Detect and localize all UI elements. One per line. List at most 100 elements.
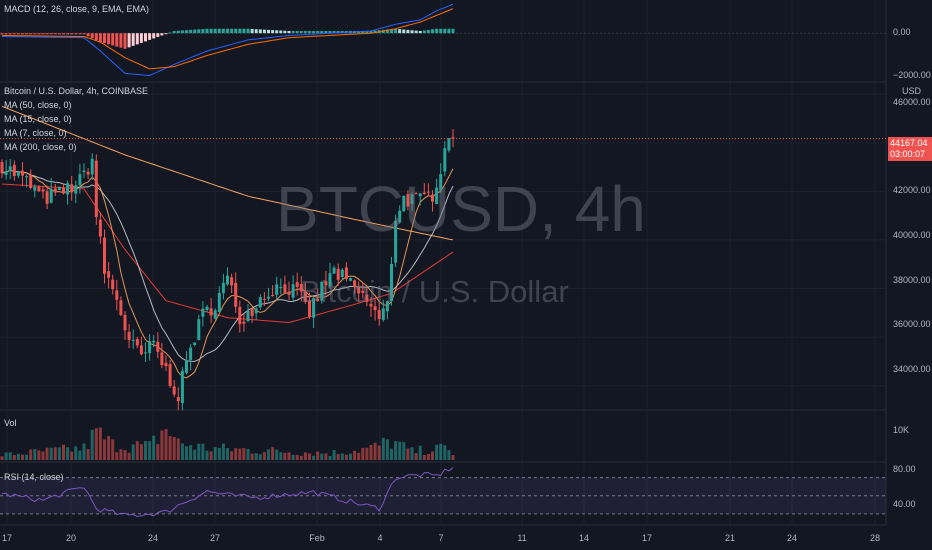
- candle-body: [115, 290, 119, 300]
- volume-bar: [299, 455, 303, 460]
- volume-bar: [217, 447, 221, 460]
- candle-body: [16, 171, 20, 176]
- watermark-symbol: BTCUSD, 4h: [276, 173, 646, 245]
- candle-body: [422, 192, 426, 195]
- macd-histogram-bar: [283, 30, 287, 34]
- volume-bar: [226, 448, 229, 460]
- candle-body: [57, 186, 61, 191]
- volume-bar: [246, 449, 250, 460]
- price-tick: 46000.00: [893, 97, 931, 107]
- price-title: Bitcoin / U.S. Dollar, 4h, COINBASE: [4, 86, 149, 96]
- macd-histogram-bar: [111, 33, 115, 46]
- macd-histogram-bar: [90, 33, 94, 39]
- last-price-tag: 44167.04 03:00:07: [888, 137, 932, 161]
- macd-histogram-bar: [258, 29, 262, 34]
- candle-body: [213, 310, 217, 319]
- ma-7-legend[interactable]: MA (7, close, 0): [4, 128, 67, 138]
- macd-histogram-bar: [271, 30, 275, 34]
- volume-bar: [320, 453, 324, 460]
- candle-body: [148, 340, 152, 354]
- candle-body: [312, 298, 316, 318]
- macd-histogram-bar: [127, 33, 131, 48]
- macd-histogram-bar: [250, 28, 254, 34]
- x-label: 17: [641, 533, 653, 543]
- candle-body: [111, 279, 115, 290]
- volume-bar: [221, 443, 225, 460]
- volume-bar: [385, 439, 389, 460]
- candle-body: [193, 342, 197, 345]
- x-label: 7: [438, 533, 444, 543]
- volume-bar: [357, 452, 361, 460]
- candle-body: [344, 267, 348, 279]
- macd-histogram-bar: [62, 33, 65, 35]
- volume-bar: [94, 428, 98, 460]
- ma-50-legend[interactable]: MA (50, close, 0): [4, 100, 72, 110]
- ma-200-legend[interactable]: MA (200, close, 0): [4, 142, 77, 152]
- volume-bar: [193, 449, 197, 460]
- volume-bar: [148, 441, 152, 460]
- candle-body: [353, 280, 357, 287]
- volume-bar: [451, 455, 455, 460]
- x-label: 24: [786, 533, 798, 543]
- candle-body: [279, 286, 283, 288]
- macd-histogram-bar: [4, 33, 8, 35]
- macd-histogram-bar: [176, 30, 180, 34]
- macd-histogram-bar: [431, 29, 434, 34]
- x-label: 28: [869, 533, 881, 543]
- macd-histogram-bar: [291, 30, 295, 34]
- macd-histogram-bar: [49, 33, 53, 35]
- volume-bar: [45, 447, 49, 460]
- macd-histogram-bar: [25, 33, 29, 35]
- volume-bar: [332, 450, 336, 460]
- candle-body: [385, 301, 389, 312]
- macd-histogram-bar: [135, 33, 139, 45]
- macd-tick-neg: −2000.00: [893, 70, 931, 80]
- candle-body: [205, 306, 209, 311]
- macd-histogram-bar: [320, 30, 324, 34]
- volume-bar: [377, 445, 381, 460]
- candle-body: [373, 306, 377, 311]
- price-tick: 34000.00: [893, 364, 931, 374]
- macd-histogram-bar: [308, 30, 311, 34]
- candle-body: [66, 183, 70, 195]
- macd-histogram-bar: [172, 30, 176, 34]
- volume-bar: [57, 447, 61, 460]
- candle-body: [82, 170, 86, 172]
- volume-bar: [25, 454, 29, 460]
- candle-body: [226, 275, 229, 285]
- candle-body: [443, 148, 447, 172]
- volume-bar: [398, 441, 402, 460]
- volume-bar: [78, 450, 82, 460]
- candle-body: [53, 188, 57, 193]
- volume-bar: [447, 450, 451, 460]
- volume-bar: [53, 447, 57, 460]
- macd-histogram-bar: [8, 33, 12, 35]
- macd-histogram-bar: [381, 29, 385, 34]
- candle-body: [160, 352, 164, 366]
- macd-histogram-bar: [148, 33, 152, 40]
- volume-bar: [0, 456, 4, 460]
- macd-histogram-bar: [119, 33, 123, 48]
- candle-body: [295, 282, 299, 287]
- volume-bar: [402, 442, 406, 460]
- macd-histogram-bar: [82, 33, 86, 35]
- volume-bar: [439, 443, 443, 460]
- candle-body: [340, 269, 344, 277]
- volume-bar: [115, 452, 119, 460]
- volume-bar: [344, 454, 348, 460]
- ma-15-legend[interactable]: MA (15, close, 0): [4, 114, 72, 124]
- macd-histogram-bar: [234, 28, 238, 34]
- macd-histogram-bar: [312, 30, 316, 34]
- volume-bar: [262, 452, 266, 460]
- x-label: 24: [147, 533, 159, 543]
- volume-bar: [275, 449, 279, 460]
- volume-bar: [291, 454, 295, 460]
- candle-body: [394, 220, 398, 263]
- ma-200-line: [1, 105, 454, 241]
- macd-histogram-bar: [275, 30, 279, 34]
- macd-histogram-bar: [139, 33, 143, 43]
- macd-histogram-bar: [197, 29, 201, 34]
- macd-histogram-bar: [53, 33, 57, 35]
- volume-bar: [111, 439, 115, 460]
